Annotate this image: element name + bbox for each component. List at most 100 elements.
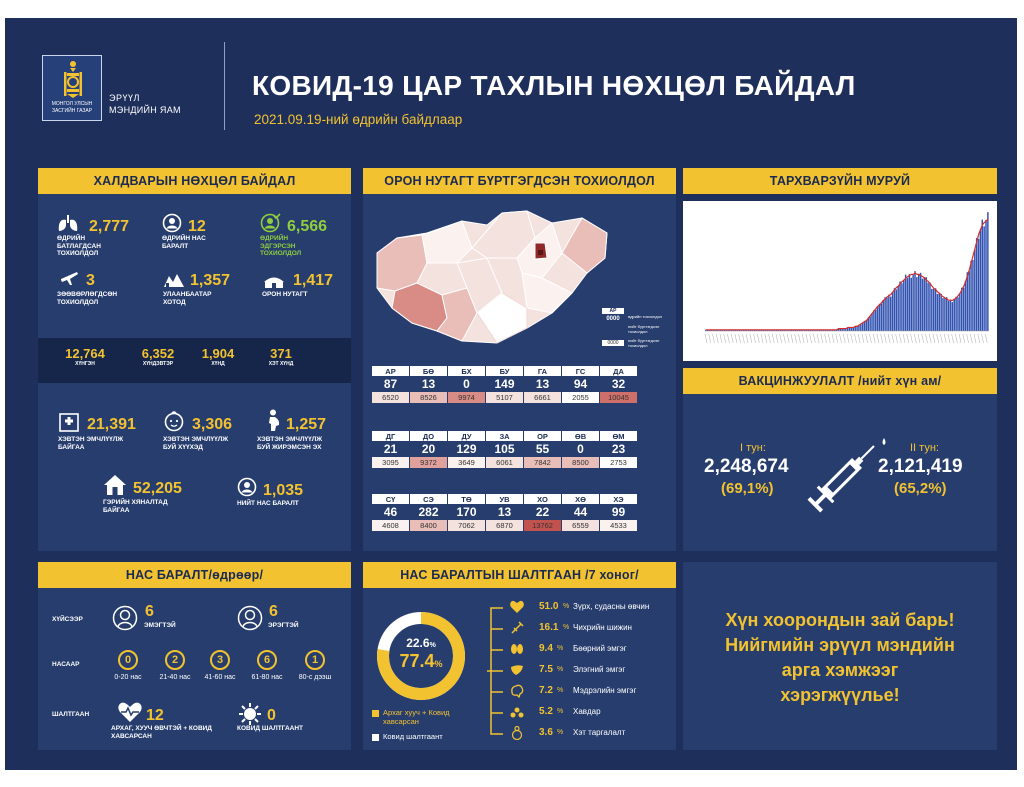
donut-covid-pct: 22.6% — [397, 636, 445, 650]
epi-bar — [841, 328, 843, 331]
message-line2: Нийгмийн эрүүл мэндийн — [725, 635, 955, 655]
epi-tick — [958, 333, 962, 344]
epi-tick — [771, 333, 775, 344]
epi-tick — [757, 333, 760, 344]
region-daily: 87 — [383, 377, 398, 391]
severity-band — [38, 338, 351, 383]
epi-bar — [981, 219, 983, 331]
epi-tick — [727, 333, 730, 344]
cause-label: Элэгний эмгэг — [573, 665, 626, 674]
ministry-name-line2: МЭНДИЙН ЯАМ — [109, 105, 181, 115]
epi-tick — [816, 333, 820, 344]
donut-chronic-pct: 77.4% — [389, 651, 453, 672]
region-code: УВ — [485, 493, 524, 505]
region-total: 8500 — [561, 456, 600, 469]
cause-pct: 7.5 — [539, 664, 553, 675]
message-panel — [683, 562, 997, 750]
epi-tick — [809, 333, 812, 344]
cause-label: Мэдрэлийн эмгэг — [573, 686, 637, 695]
region-total: 7842 — [523, 456, 562, 469]
epi-bar — [893, 288, 896, 331]
epi-tick — [783, 333, 786, 344]
age-bucket-label: 21-40 нас — [159, 674, 191, 681]
epi-tick — [790, 333, 794, 344]
epi-tick — [869, 333, 872, 344]
age-bucket-value: 2 — [165, 650, 185, 670]
cause-pct: 16.1 — [539, 622, 559, 633]
epi-tick — [943, 333, 947, 344]
total-deaths-label: НИЙТ НАС БАРАЛТ — [237, 500, 299, 507]
severity-group: 6,352 ХҮНДЭВТЭР — [138, 346, 178, 369]
epi-bar — [921, 278, 924, 331]
deaths-panel-title: НАС БАРАЛТ/өдрөөр/ — [38, 562, 351, 588]
hospital-label: ХЭВТЭН ЭМЧЛҮҮЛЖ БАЙГАА — [58, 436, 124, 451]
cause-pct-sign: % — [557, 666, 564, 673]
epi-tick — [887, 333, 891, 344]
epi-bar — [932, 289, 935, 331]
epi-bar — [845, 328, 847, 331]
region-daily: 32 — [611, 377, 626, 391]
epi-tick — [880, 333, 883, 344]
epi-bar — [949, 299, 952, 331]
cause-pct: 7.2 — [539, 685, 553, 696]
daily-recovered-value: 6,566 — [287, 218, 328, 235]
severity-severe-label: ХҮНД — [211, 361, 225, 367]
age-bucket-label: 41-60 нас — [204, 674, 236, 681]
house-icon — [104, 475, 126, 495]
epi-tick — [805, 333, 809, 344]
epi-bar — [904, 274, 907, 331]
epi-bar — [931, 288, 933, 331]
map-legend-value1: 0000 — [606, 316, 620, 322]
region-table-2: ДГ ДО ДУ ЗА ОР ӨВ ӨМ 21 20 129 105 55 0 … — [371, 430, 638, 469]
epi-bar — [923, 277, 926, 331]
cause-item: 51.0 % Зүрх, судасны өвчин — [508, 599, 676, 617]
donut-chronic-number: 77.4 — [399, 651, 435, 671]
causes-panel — [363, 562, 676, 750]
epi-tick — [906, 333, 910, 344]
region-total: 10045 — [599, 391, 638, 404]
daily-confirmed-value: 2,777 — [89, 218, 130, 235]
legend-covid-label: Ковид шалтгаант — [383, 732, 443, 741]
lungs-icon — [58, 215, 78, 231]
epi-tick — [981, 333, 984, 344]
age-bucket-label: 0-20 нас — [114, 674, 142, 681]
region-daily: 44 — [573, 505, 588, 519]
epi-tick — [970, 333, 973, 344]
map-legend-text3: нийт бүртгэгдсэн тохиолдол — [628, 338, 660, 348]
ulaanbaatar-value: 1,357 — [190, 272, 231, 289]
epi-tick — [719, 333, 723, 344]
dose2-percent: (65,2%) — [894, 480, 947, 497]
region-code: ХӨ — [561, 493, 600, 505]
region-code: БӨ — [409, 365, 448, 377]
epi-bar — [964, 280, 967, 331]
government-logo: МОНГОЛ УЛСЫН ЗАСГИЙН ГАЗАР — [42, 55, 102, 121]
epi-bar — [848, 327, 851, 331]
region-daily: 13 — [421, 377, 436, 391]
region-total: 7062 — [447, 519, 486, 532]
epi-tick — [947, 333, 951, 344]
epi-tick — [928, 333, 932, 344]
epi-bar — [889, 296, 892, 331]
region-code: ӨМ — [599, 430, 638, 442]
epi-bar — [899, 281, 901, 331]
male-icon — [237, 605, 263, 631]
cause-item: 5.2 % Хавдар — [508, 704, 676, 722]
epi-bar — [914, 271, 916, 331]
total-deaths-value: 1,035 — [263, 482, 304, 499]
epi-tick — [850, 333, 854, 344]
deaths-cause-label: ШАЛТГААН — [52, 711, 90, 718]
epi-tick — [764, 333, 768, 344]
cause-pct-sign: % — [557, 687, 564, 694]
cause-label: Хавдар — [573, 707, 601, 716]
cause-item: 9.4 % Бөөрний эмгэг — [508, 641, 676, 659]
epi-tick — [749, 333, 753, 344]
region-total: 6061 — [485, 456, 524, 469]
region-code: ГС — [561, 365, 600, 377]
epi-bar — [951, 302, 954, 331]
cause-pct-sign: % — [563, 603, 570, 610]
message-line1: Хүн хоорондын зай барь! — [725, 610, 955, 630]
region-daily: 0 — [577, 442, 584, 456]
epi-bar — [865, 320, 868, 331]
region-total: 3095 — [371, 456, 410, 469]
regions-panel-title: ОРОН НУТАГТ БҮРТГЭГДСЭН ТОХИОЛДОЛ — [363, 168, 676, 194]
